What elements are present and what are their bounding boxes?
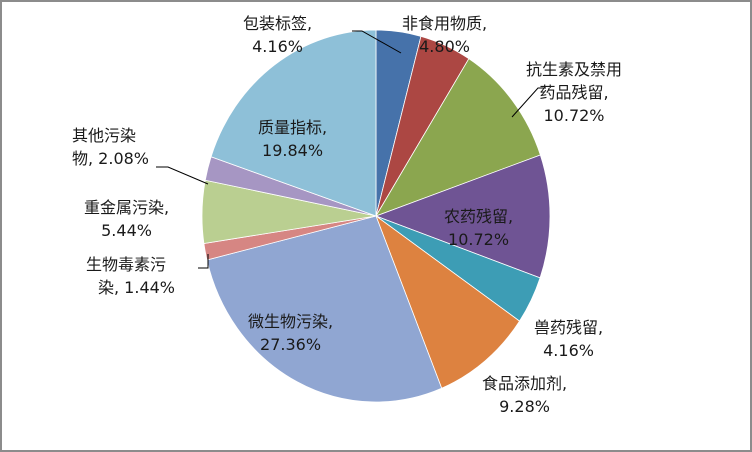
- label-value: 5.44%: [101, 221, 152, 240]
- label-value: 4.16%: [252, 37, 303, 56]
- label-text: 其他污染: [72, 126, 137, 145]
- label-text: 农药残留,: [444, 207, 514, 226]
- label-packaging: 包装标签, 4.16%: [243, 12, 312, 58]
- leader-line-packaging: [352, 30, 402, 54]
- pie-slice: [375, 58, 541, 217]
- label-value: 10.72%: [448, 230, 510, 249]
- label-text: 兽药残留,: [534, 318, 604, 337]
- pie-slice: [374, 154, 551, 279]
- label-pesticide-residue: 农药残留, 10.72%: [444, 205, 513, 251]
- leader-line-biotoxin: [198, 254, 209, 269]
- label-text: 包装标签,: [243, 14, 313, 33]
- label-other-pollutants: 其他污染 物, 2.08%: [72, 124, 149, 170]
- label-value: 27.36%: [260, 335, 322, 354]
- label-text: 生物毒素污: [86, 255, 167, 274]
- label-text: 微生物污染,: [248, 312, 334, 331]
- label-text: 重金属污染,: [84, 198, 170, 217]
- label-value: 4.80%: [419, 37, 470, 56]
- label-biotoxin: 生物毒素污 染, 1.44%: [86, 253, 175, 299]
- label-value: 10.72%: [543, 106, 605, 125]
- label-value: 物, 2.08%: [72, 149, 150, 168]
- label-non-food-substances: 非食用物质, 4.80%: [402, 12, 487, 58]
- label-heavy-metal: 重金属污染, 5.44%: [84, 196, 169, 242]
- pie-slice: [206, 215, 443, 403]
- leader-line-other-pollutants: [156, 166, 209, 185]
- label-text: 抗生素及禁用: [526, 60, 623, 79]
- label-microbial-contamination: 微生物污染, 27.36%: [248, 310, 333, 356]
- label-text: 非食用物质,: [402, 14, 488, 33]
- label-text: 药品残留,: [539, 83, 609, 102]
- label-veterinary-drug-residue: 兽药残留, 4.16%: [534, 316, 603, 362]
- label-antibiotics: 抗生素及禁用 药品残留, 10.72%: [526, 58, 622, 127]
- label-value: 19.84%: [262, 141, 324, 160]
- pie-slice: [375, 214, 521, 389]
- leader-line-antibiotics: [511, 87, 546, 118]
- label-value: 9.28%: [499, 397, 550, 416]
- pie-slice: [210, 29, 377, 217]
- label-text: 食品添加剂,: [482, 374, 568, 393]
- label-text: 质量指标,: [258, 118, 328, 137]
- label-value: 染, 1.44%: [98, 278, 176, 297]
- label-quality-indicators: 质量指标, 19.84%: [258, 116, 327, 162]
- label-value: 4.16%: [543, 341, 594, 360]
- label-food-additives: 食品添加剂, 9.28%: [482, 372, 567, 418]
